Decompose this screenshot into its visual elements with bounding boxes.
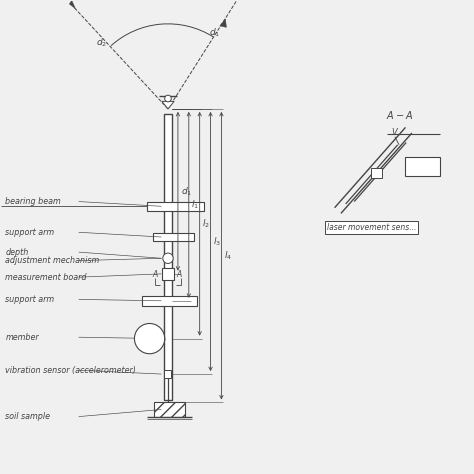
Text: support arm: support arm [5,228,55,237]
Text: A: A [153,270,158,279]
Polygon shape [220,19,227,27]
Text: A: A [176,270,181,279]
Bar [371,168,382,178]
Text: $l_4$: $l_4$ [224,249,232,262]
Text: board: board [407,167,428,173]
Polygon shape [69,0,75,9]
Circle shape [164,95,171,102]
Bar [147,202,204,210]
Bar [154,233,193,241]
Text: $l_2$: $l_2$ [202,218,210,230]
Text: $A - A$: $A - A$ [386,109,413,121]
Bar [164,114,172,400]
Text: vibration sensor (accelerometer): vibration sensor (accelerometer) [5,366,137,375]
Text: Motion: Motion [407,159,432,165]
Bar [164,370,171,378]
Text: adjustment mechanism: adjustment mechanism [5,256,100,265]
Text: $l_3$: $l_3$ [213,235,221,248]
Bar [162,268,173,280]
Text: laser movement sens...: laser movement sens... [327,223,416,232]
Bar [155,402,185,417]
Text: bearing beam: bearing beam [5,197,61,206]
Text: $d_2$: $d_2$ [96,36,107,49]
Text: $d_1$: $d_1$ [209,27,220,39]
Text: measurement board: measurement board [5,273,87,282]
Text: soil sample: soil sample [5,412,50,421]
Text: $d_1$: $d_1$ [181,185,192,198]
Bar [143,296,197,306]
Bar [405,156,440,175]
Polygon shape [162,101,174,109]
Text: depth: depth [5,247,29,256]
Text: member: member [5,333,39,342]
Text: V: V [391,128,397,137]
Circle shape [163,253,173,264]
Text: $l_1$: $l_1$ [191,199,199,211]
Circle shape [135,323,164,354]
Text: support arm: support arm [5,295,55,304]
